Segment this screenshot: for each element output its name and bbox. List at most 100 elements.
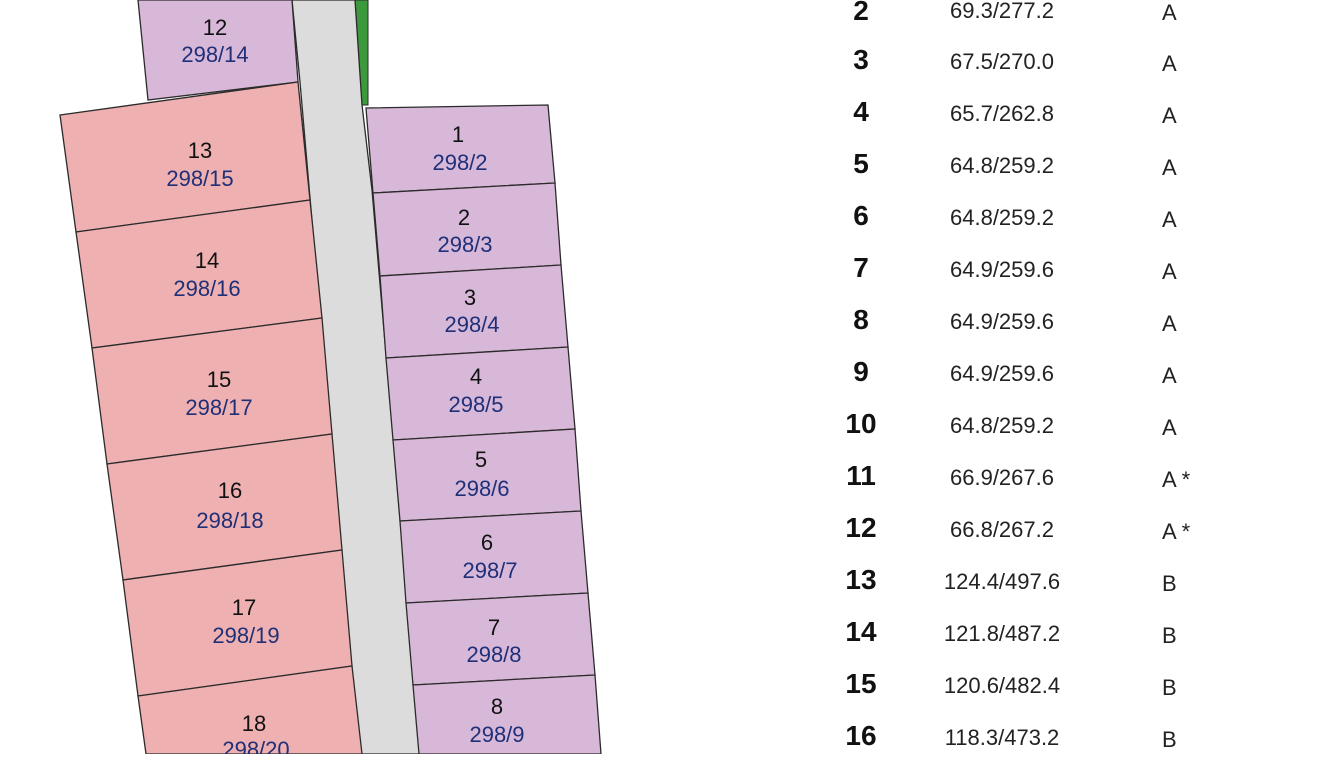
plot-number: 7 [853, 252, 869, 283]
plot-area: 64.9/259.6 [950, 361, 1054, 386]
table-row: 14 121.8/487.2 B [820, 616, 1320, 668]
plot-area: 66.8/267.2 [950, 517, 1054, 542]
plot-area: 121.8/487.2 [943, 621, 1061, 646]
plot-id: 298/2 [432, 150, 487, 175]
plot-id: 298/7 [462, 558, 517, 583]
plot-number: 3 [853, 44, 869, 75]
plot-number: 5 [475, 447, 487, 472]
table-row: 6 64.8/259.2 A [820, 200, 1320, 252]
plot-type: A [1162, 415, 1177, 440]
plot-area: 64.8/259.2 [950, 413, 1054, 438]
plot-area: 67.5/270.0 [950, 49, 1054, 74]
plot-number: 10 [845, 408, 877, 439]
plot-area: 64.8/259.2 [950, 153, 1054, 178]
plot-id: 298/5 [448, 392, 503, 417]
plot-number: 3 [464, 285, 476, 310]
plot-number: 8 [491, 694, 503, 719]
plot-id: 298/15 [166, 166, 233, 191]
plot-type: B [1162, 623, 1177, 648]
plot-id: 298/20 [222, 737, 289, 754]
plot-number: 15 [207, 367, 231, 392]
table-row: 2 69.3/277.2 A [820, 0, 1320, 47]
plot-type: A * [1162, 467, 1191, 492]
plot-16[interactable]: 16 298/18 [106, 433, 343, 581]
plot-number: 11 [846, 460, 876, 491]
plot-number: 13 [188, 138, 212, 163]
table-row: 10 64.8/259.2 A [820, 408, 1320, 460]
plot-number: 4 [853, 96, 869, 127]
plot-17[interactable]: 17 298/19 [122, 549, 353, 697]
plot-id: 298/18 [196, 508, 263, 533]
plot-number: 18 [242, 711, 266, 736]
plot-id: 298/19 [212, 623, 279, 648]
plot-type: A [1162, 363, 1177, 388]
plot-6[interactable]: 6 298/7 [399, 510, 589, 604]
plot-number: 15 [845, 668, 877, 699]
plot-number: 6 [481, 530, 493, 555]
plot-1[interactable]: 1 298/2 [365, 104, 556, 194]
table-row: 16 118.3/473.2 B [820, 720, 1320, 772]
plot-area: 66.9/267.6 [950, 465, 1054, 490]
plot-id: 298/4 [444, 312, 499, 337]
plot-number: 17 [232, 595, 256, 620]
plot-number: 9 [853, 356, 869, 387]
plot-number: 14 [195, 248, 219, 273]
plot-type: B [1162, 675, 1177, 700]
plot-area: 64.8/259.2 [950, 205, 1054, 230]
plot-area: 65.7/262.8 [950, 101, 1054, 126]
plot-number: 16 [218, 478, 242, 503]
plot-id: 298/14 [181, 42, 248, 67]
plot-number: 4 [470, 364, 482, 389]
plot-18[interactable]: 18 298/20 [137, 665, 363, 754]
plot-number: 5 [853, 148, 869, 179]
plot-3[interactable]: 3 298/4 [379, 264, 569, 359]
plot-number: 14 [845, 616, 877, 647]
plot-type: A * [1162, 519, 1191, 544]
plot-map: 12 298/14 13 298/15 14 298/16 15 298/17 … [59, 0, 602, 754]
plot-12[interactable]: 12 298/14 [137, 0, 299, 101]
plot-type: B [1162, 571, 1177, 596]
plot-type: A [1162, 0, 1177, 25]
plot-number: 13 [845, 564, 877, 595]
plot-id: 298/6 [454, 476, 509, 501]
plot-id: 298/3 [437, 232, 492, 257]
plot-13[interactable]: 13 298/15 [59, 81, 311, 233]
plot-2[interactable]: 2 298/3 [372, 182, 562, 277]
plot-4[interactable]: 4 298/5 [385, 346, 576, 441]
table-row: 11 66.9/267.6 A * [820, 460, 1320, 512]
table-row: 3 67.5/270.0 A [820, 44, 1320, 96]
plot-number: 1 [452, 122, 464, 147]
plot-number: 16 [845, 720, 877, 751]
table-row: 12 66.8/267.2 A * [820, 512, 1320, 564]
plot-8[interactable]: 8 298/9 [412, 674, 602, 754]
plot-type: A [1162, 311, 1177, 336]
plot-number: 2 [458, 205, 470, 230]
plot-id: 298/17 [185, 395, 252, 420]
plot-id: 298/8 [466, 642, 521, 667]
plot-15[interactable]: 15 298/17 [91, 317, 333, 465]
table-row: 9 64.9/259.6 A [820, 356, 1320, 408]
plot-type: A [1162, 155, 1177, 180]
table-row: 4 65.7/262.8 A [820, 96, 1320, 148]
table-row: 7 64.9/259.6 A [820, 252, 1320, 304]
plot-7[interactable]: 7 298/8 [405, 592, 596, 686]
plot-number: 2 [853, 0, 869, 26]
plot-type: A [1162, 51, 1177, 76]
plot-type: A [1162, 103, 1177, 128]
plot-area: 64.9/259.6 [950, 257, 1054, 282]
plot-type: A [1162, 259, 1177, 284]
table-row: 13 124.4/497.6 B [820, 564, 1320, 616]
table-row: 15 120.6/482.4 B [820, 668, 1320, 720]
plot-number: 6 [853, 200, 869, 231]
plot-id: 298/16 [173, 276, 240, 301]
plot-5[interactable]: 5 298/6 [392, 428, 582, 522]
plot-id: 298/9 [469, 722, 524, 747]
plot-number: 12 [845, 512, 877, 543]
plot-area: 118.3/473.2 [944, 725, 1060, 750]
plot-number: 12 [203, 15, 227, 40]
plot-type: B [1162, 727, 1177, 752]
plot-number: 7 [488, 615, 500, 640]
plot-area: 69.3/277.2 [950, 0, 1054, 23]
plot-area: 120.6/482.4 [943, 673, 1061, 698]
plot-area: 64.9/259.6 [950, 309, 1054, 334]
